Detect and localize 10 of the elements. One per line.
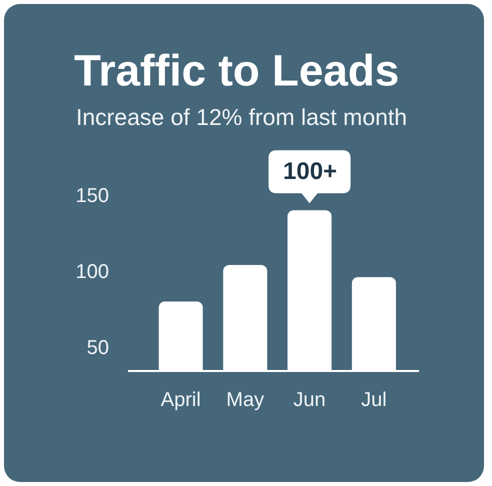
y-tick-label: 100 bbox=[76, 261, 109, 284]
chart-subtitle: Increase of 12% from last month bbox=[76, 104, 408, 130]
chart-title: Traffic to Leads bbox=[74, 46, 400, 96]
x-tick-label: Jun bbox=[293, 389, 326, 411]
x-tick-label: April bbox=[160, 389, 201, 411]
x-tick-label: May bbox=[226, 389, 264, 411]
annotation: 100+ bbox=[283, 158, 338, 185]
x-tick-label: Jul bbox=[361, 389, 387, 411]
y-tick-label: 50 bbox=[86, 337, 109, 360]
y-tick-label: 150 bbox=[76, 185, 109, 207]
